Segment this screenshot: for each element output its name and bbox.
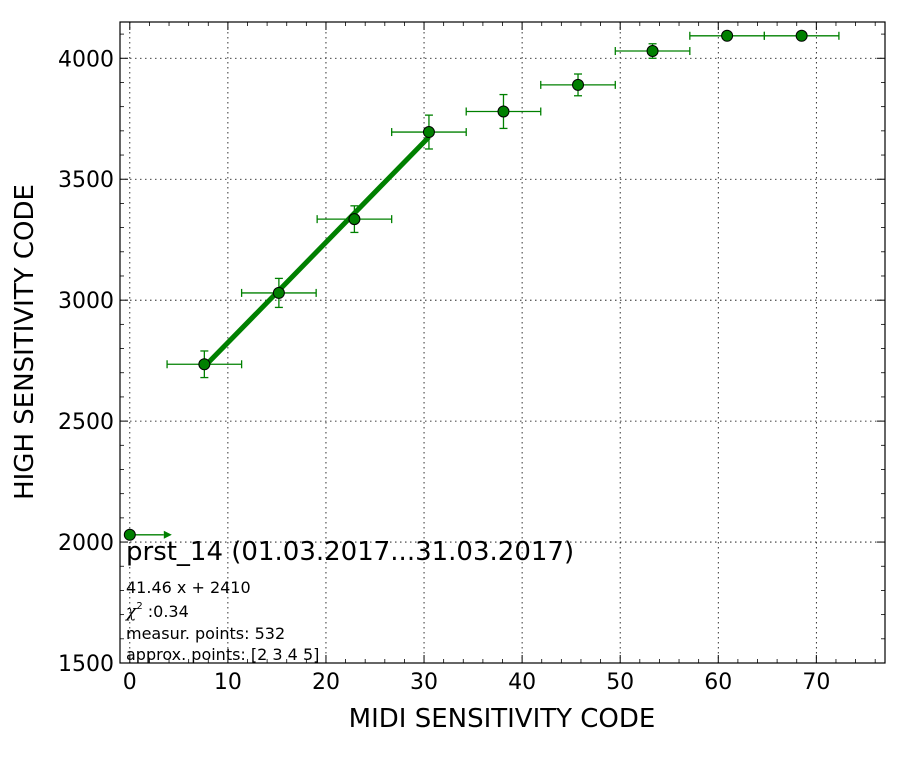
data-point-group xyxy=(614,43,691,59)
fit-line-group xyxy=(202,135,431,369)
data-point-group xyxy=(540,73,616,97)
data-point-group xyxy=(316,205,393,234)
data-point-group xyxy=(240,277,317,309)
chi-symbol: χ xyxy=(125,602,138,622)
chi-superscript: 2 xyxy=(136,601,142,612)
data-point-marker xyxy=(198,358,211,371)
data-point-marker xyxy=(646,45,659,58)
annotation-measur-points: measur. points: 532 xyxy=(126,624,285,643)
annotation-title: prst_14 (01.03.2017...31.03.2017) xyxy=(126,537,574,567)
data-point-group xyxy=(763,29,840,42)
y-tick-label: 2000 xyxy=(58,531,114,556)
y-tick-label: 2500 xyxy=(58,410,114,435)
data-point-marker xyxy=(272,286,285,299)
data-point-group xyxy=(123,528,172,541)
annotation-equation: 41.46 x + 2410 xyxy=(126,578,251,597)
x-tick-label: 20 xyxy=(312,670,340,695)
points-group xyxy=(123,29,840,541)
data-point-marker xyxy=(348,213,361,226)
data-point-group xyxy=(391,114,467,150)
x-tick-label: 10 xyxy=(214,670,242,695)
x-tick-label: 0 xyxy=(123,670,137,695)
x-tick-label: 60 xyxy=(704,670,732,695)
x-tick-label: 40 xyxy=(508,670,536,695)
x-axis-label: MIDI SENSITIVITY CODE xyxy=(349,704,656,734)
data-point-group xyxy=(166,350,243,379)
y-tick-label: 3000 xyxy=(58,289,114,314)
plot-frame xyxy=(119,21,886,664)
x-tick-label: 30 xyxy=(410,670,438,695)
y-tick-label: 3500 xyxy=(58,168,114,193)
data-point-group xyxy=(465,93,542,130)
tick-labels: 0 10 20 30 40 50 60 70 1500 2000 2500 3000 3500 4000 xyxy=(58,47,830,695)
data-point-marker xyxy=(123,528,136,541)
chi-value: :0.34 xyxy=(143,602,189,621)
overflow-arrow-head xyxy=(163,530,172,539)
annotation-block: prst_14 (01.03.2017...31.03.2017) 41.46 … xyxy=(125,537,574,664)
data-point-group xyxy=(689,29,766,42)
ticks xyxy=(120,22,885,664)
fit-line xyxy=(202,135,431,369)
data-point-marker xyxy=(721,29,734,42)
x-tick-label: 70 xyxy=(802,670,830,695)
y-tick-label: 4000 xyxy=(58,47,114,72)
data-point-marker xyxy=(572,78,585,91)
annotation-approx-points: approx. points: [2 3 4 5] xyxy=(126,645,319,664)
annotation-chi2: χ2 :0.34 xyxy=(125,601,189,622)
y-axis-label: HIGH SENSITIVITY CODE xyxy=(10,184,40,500)
y-tick-label: 1500 xyxy=(58,652,114,677)
data-point-marker xyxy=(497,105,510,118)
data-point-marker xyxy=(422,126,435,139)
data-point-marker xyxy=(795,29,808,42)
x-tick-label: 50 xyxy=(606,670,634,695)
